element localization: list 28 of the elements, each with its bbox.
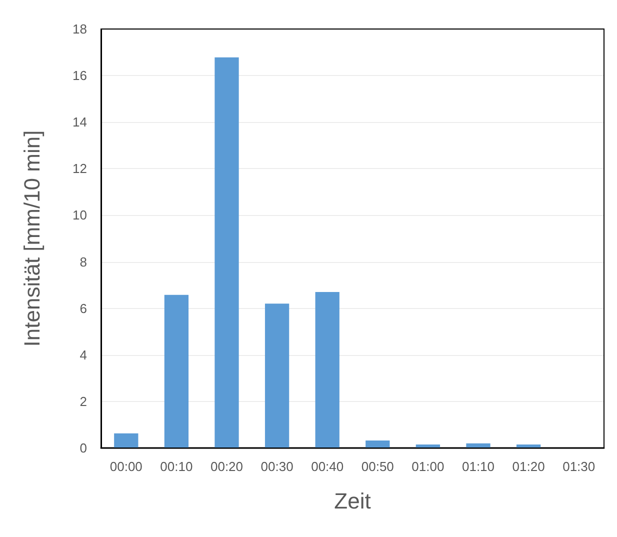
y-tick-label: 2 — [80, 394, 87, 409]
bar — [214, 57, 239, 448]
y-tick-label: 4 — [80, 347, 87, 362]
x-tick-label: 00:10 — [160, 459, 193, 474]
y-tick-label: 18 — [72, 22, 87, 36]
x-tick-label: 01:00 — [412, 459, 444, 474]
y-tick-label: 16 — [72, 68, 87, 84]
x-tick-label: 01:10 — [462, 459, 495, 474]
y-tick-label: 10 — [72, 208, 87, 223]
x-tick-label: 00:30 — [260, 459, 294, 474]
x-tick-label: 01:20 — [512, 459, 545, 474]
x-tick-label: 00:20 — [210, 459, 244, 474]
y-tick-label: 12 — [72, 161, 87, 176]
x-tick-label: 01:30 — [562, 459, 596, 474]
y-axis-title: Intensität [mm/10 min] — [20, 130, 44, 347]
bar — [264, 304, 290, 448]
bar — [315, 292, 340, 448]
bar — [114, 433, 138, 448]
y-tick-label: 0 — [80, 440, 87, 456]
bar — [164, 294, 189, 448]
bar — [366, 440, 390, 448]
y-tick-label: 14 — [72, 114, 87, 130]
x-tick-label: 00:00 — [110, 459, 142, 474]
y-tick-label: 6 — [80, 300, 87, 316]
x-tick-label: 00:50 — [361, 459, 394, 474]
y-tick-label: 8 — [80, 254, 87, 270]
x-axis-title: Zeit — [334, 488, 371, 514]
x-tick-label: 00:40 — [311, 459, 344, 474]
